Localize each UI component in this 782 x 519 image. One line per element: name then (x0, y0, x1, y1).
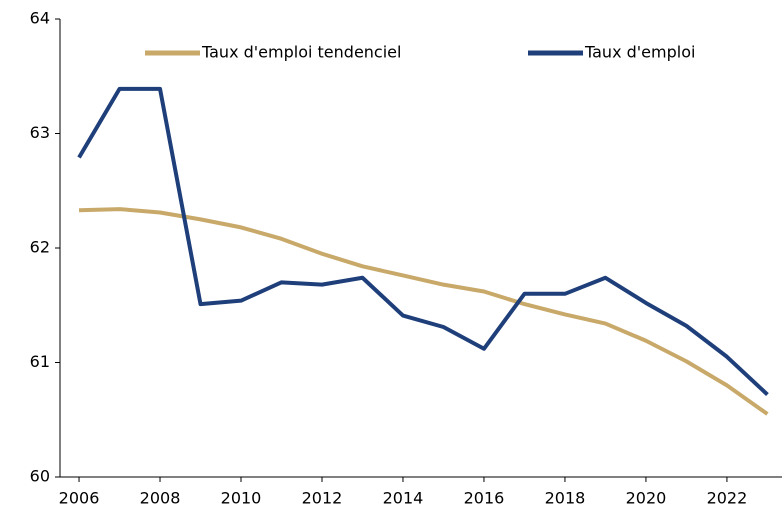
x-tick-label: 2008 (140, 489, 181, 508)
y-tick-label: 62 (30, 238, 50, 257)
x-tick-label: 2022 (707, 489, 748, 508)
x-tick-label: 2010 (221, 489, 262, 508)
x-tick-label: 2006 (59, 489, 100, 508)
x-tick-label: 2012 (302, 489, 343, 508)
legend-label: Taux d'emploi (584, 43, 695, 62)
x-tick-label: 2016 (464, 489, 505, 508)
x-tick-label: 2020 (626, 489, 667, 508)
y-tick-label: 63 (30, 123, 50, 142)
x-tick-label: 2014 (383, 489, 424, 508)
y-tick-label: 64 (30, 9, 50, 28)
legend-label: Taux d'emploi tendenciel (201, 43, 401, 62)
x-tick-label: 2018 (545, 489, 586, 508)
series-line (78, 207, 769, 416)
y-tick-label: 61 (30, 352, 50, 371)
series-line (77, 86, 769, 397)
y-tick-label: 60 (30, 467, 50, 486)
